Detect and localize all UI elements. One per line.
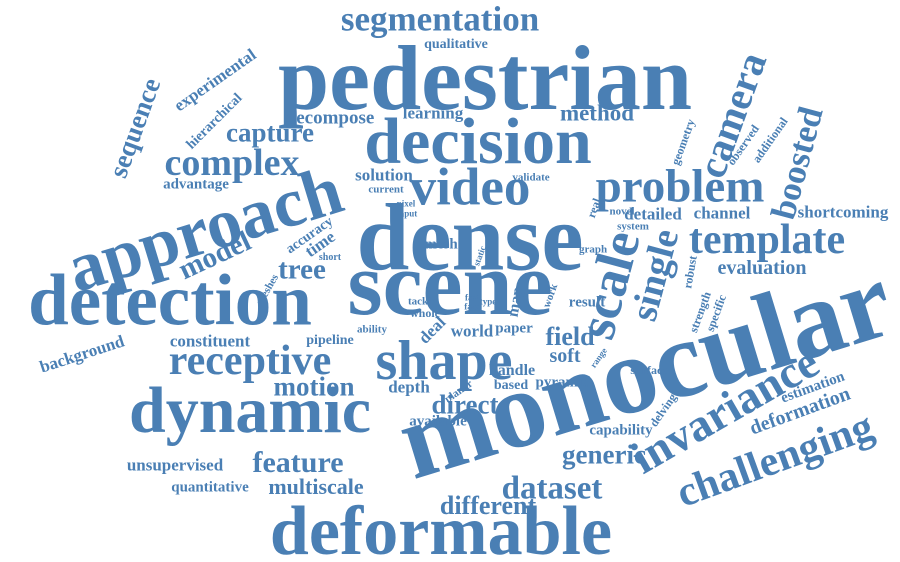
word-capture: capture [226,117,314,148]
word-world: world [450,321,494,341]
word-whole: whole [410,306,440,320]
word-real: real [584,196,604,220]
word-scene: scene [347,235,553,334]
word-decision: decision [364,105,592,178]
word-detection: detection [28,259,312,341]
word-experimental: experimental [170,44,260,116]
word-dense: dense [356,184,584,291]
word-robust: robust [680,254,700,290]
word-constituent: constituent [169,331,251,351]
word-shortcoming: shortcoming [797,202,889,222]
word-pedestrian: pedestrian [278,27,692,129]
word-quantitative: quantitative [171,479,249,496]
word-learning: learning [402,103,464,123]
word-receptive: receptive [168,338,332,384]
word-sequence: sequence [102,74,167,182]
word-deformable: deformable [269,493,613,562]
word-video: video [409,158,531,217]
word-pyramid: pyramid [535,374,591,391]
word-template: template [688,217,846,263]
word-problem: problem [595,160,765,213]
word-dataset: dataset [501,470,603,507]
word-decompose: decompose [285,107,375,129]
word-mesh: mesh [424,236,458,253]
word-dynamic: dynamic [128,374,372,447]
word-multiscale: multiscale [268,474,364,499]
word-qualitative: qualitative [424,37,488,52]
word-soft: soft [549,345,581,367]
word-novel: novel [609,205,635,218]
word-field: field [545,322,595,351]
word-input: input [396,208,418,219]
word-advantage: advantage [163,176,229,193]
word-system: system [617,220,649,233]
word-short: short [318,252,342,263]
word-solution: solution [355,165,413,185]
word-current: current [368,183,404,196]
word-motion: motion [273,371,355,402]
word-shape: shape [375,330,513,392]
word-evaluation: evaluation [717,257,807,279]
word-method: method [559,100,635,126]
word-segmentation: segmentation [340,0,540,39]
word-fast: fast [465,292,479,303]
word-type: type [479,296,497,307]
word-surface: surface [630,363,668,377]
word-channel: channel [693,203,751,223]
word-generic: generic [562,439,646,470]
word-feature: feature [252,446,344,479]
word-complex: complex [164,142,300,184]
word-pixel: pixel [396,198,416,209]
word-ability: ability [357,323,387,336]
word-available: available [409,413,467,430]
word-tackle: tackle [407,295,437,308]
word-paper: paper [495,320,533,337]
word-tree: tree [278,253,326,286]
word-graph: graph [578,243,608,256]
word-result: result [568,294,606,311]
word-unsupervised: unsupervised [126,455,224,475]
word-different: different [439,491,537,520]
word-direct: direct [431,389,499,420]
word-handle: handle [488,362,536,379]
word-pipeline: pipeline [306,333,354,348]
word-depth: depth [388,377,430,397]
word-face: face [464,301,480,312]
word-validate: validate [512,171,550,184]
word-detailed: detailed [624,204,682,224]
word-capability: capability [589,422,653,439]
word-based: based [493,378,529,393]
